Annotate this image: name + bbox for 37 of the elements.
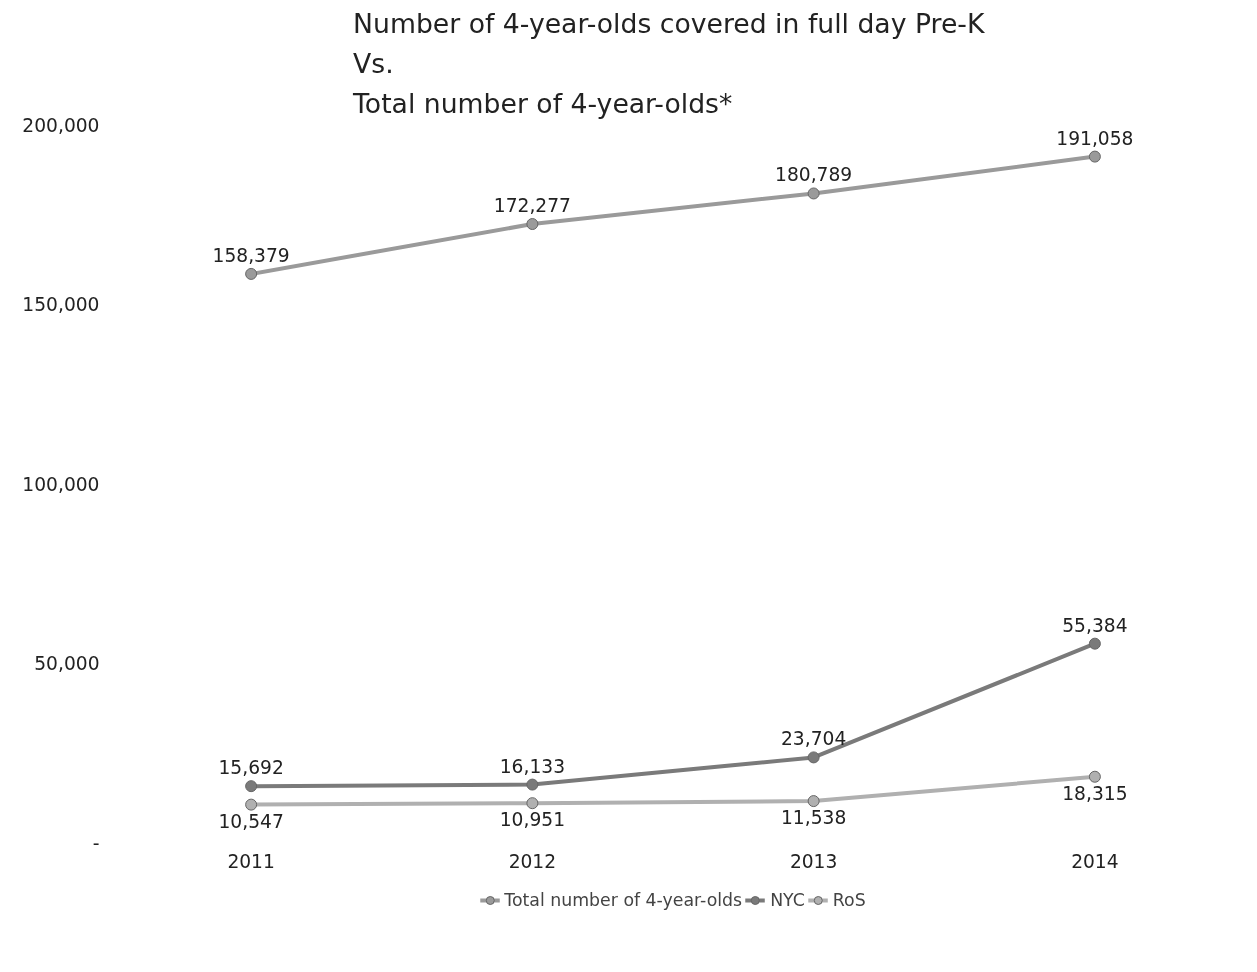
data-label: 191,058 — [1056, 127, 1134, 149]
data-label: 158,379 — [212, 244, 290, 266]
point — [1088, 770, 1101, 783]
y-tick-label: 200,000 — [22, 114, 100, 136]
point — [1088, 637, 1101, 650]
data-label: 55,384 — [1062, 614, 1128, 636]
legend-label: Total number of 4-year-olds — [504, 890, 743, 910]
legend-label: RoS — [832, 890, 866, 910]
data-label: 23,704 — [780, 728, 847, 750]
y-tick-label: - — [92, 832, 100, 854]
point — [807, 751, 820, 764]
legend-label: NYC — [770, 890, 805, 910]
data-label: 180,789 — [775, 164, 853, 186]
data-label: 172,277 — [493, 195, 571, 217]
y-tick-label: 50,000 — [34, 653, 100, 674]
point — [245, 267, 258, 280]
y-tick-label: 100,000 — [22, 473, 100, 495]
data-label: 16,133 — [499, 755, 566, 777]
data-label: 18,315 — [1062, 782, 1128, 804]
x-tick-label: 2011 — [227, 850, 275, 872]
data-label: 10,547 — [218, 810, 284, 832]
x-tick-label: 2014 — [1071, 850, 1119, 872]
chart-title: Number of 4-year-olds covered in full day Pre-K Vs. Total number of 4-year-olds* — [352, 7, 986, 120]
point — [526, 778, 539, 791]
data-label: 10,951 — [499, 809, 566, 831]
point — [245, 780, 258, 793]
point — [526, 218, 539, 231]
point — [1088, 150, 1101, 163]
data-label: 11,538 — [780, 807, 847, 829]
point — [807, 187, 820, 200]
y-tick-label: 150,000 — [22, 294, 100, 315]
point — [807, 795, 820, 808]
x-tick-label: 2013 — [789, 850, 838, 872]
point — [526, 797, 539, 810]
data-label: 15,692 — [218, 757, 284, 779]
point — [245, 798, 258, 811]
x-tick-label: 2012 — [508, 850, 557, 872]
